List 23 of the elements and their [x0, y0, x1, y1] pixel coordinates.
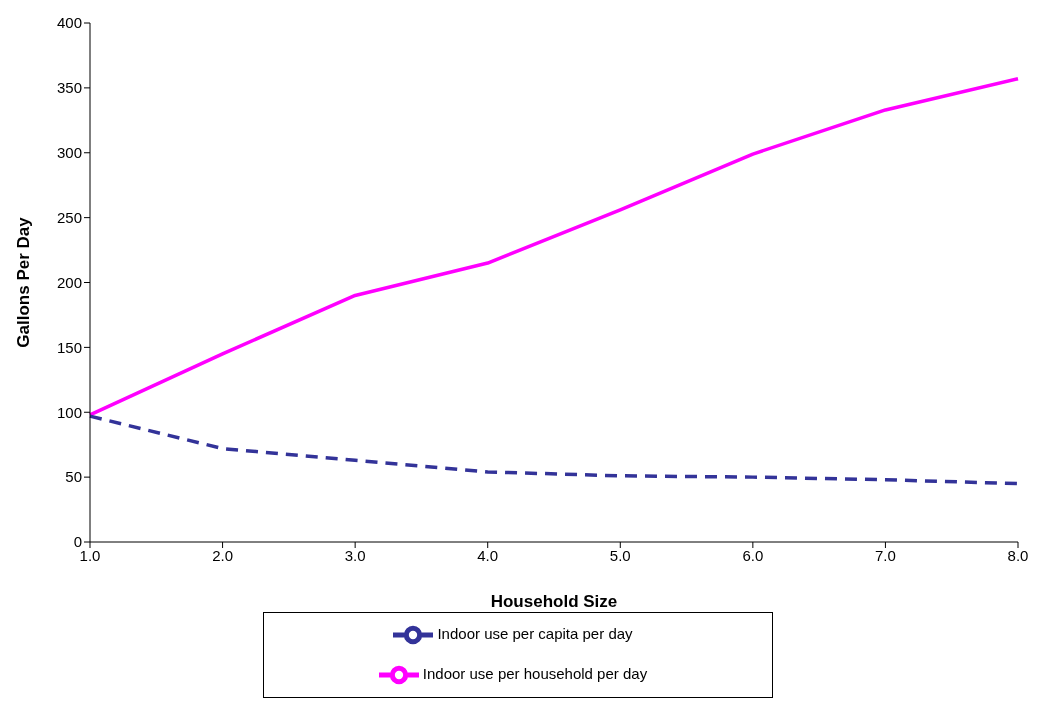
x-axis-title: Household Size	[490, 592, 618, 611]
y-tick-label: 300	[56, 144, 82, 162]
y-tick-label: 400	[56, 14, 82, 32]
x-tick-label: 4.0	[477, 546, 499, 564]
line-series	[88, 77, 1020, 417]
x-tick-label: 8.0	[1007, 546, 1029, 564]
y-tick-label: 150	[56, 338, 82, 356]
line-series	[88, 414, 1020, 486]
y-tick-label: 200	[56, 273, 82, 291]
y-tick-label: 0	[73, 533, 82, 551]
y-tick-label: 250	[56, 208, 82, 226]
x-tick-label: 1.0	[79, 546, 101, 564]
legend-label: Indoor use per capita per day	[437, 624, 633, 642]
x-tick-label: 3.0	[344, 546, 366, 564]
y-tick-label: 50	[65, 468, 82, 486]
x-tick-label: 5.0	[609, 546, 631, 564]
y-tick-label: 100	[56, 403, 82, 421]
x-tick-label: 2.0	[212, 546, 233, 564]
legend-label: Indoor use per household per day	[422, 664, 648, 682]
x-tick-label: 7.0	[875, 546, 896, 564]
y-axis-title: Gallons Per Day	[14, 216, 34, 348]
y-tick-label: 350	[56, 79, 82, 97]
x-tick-label: 6.0	[742, 546, 764, 564]
